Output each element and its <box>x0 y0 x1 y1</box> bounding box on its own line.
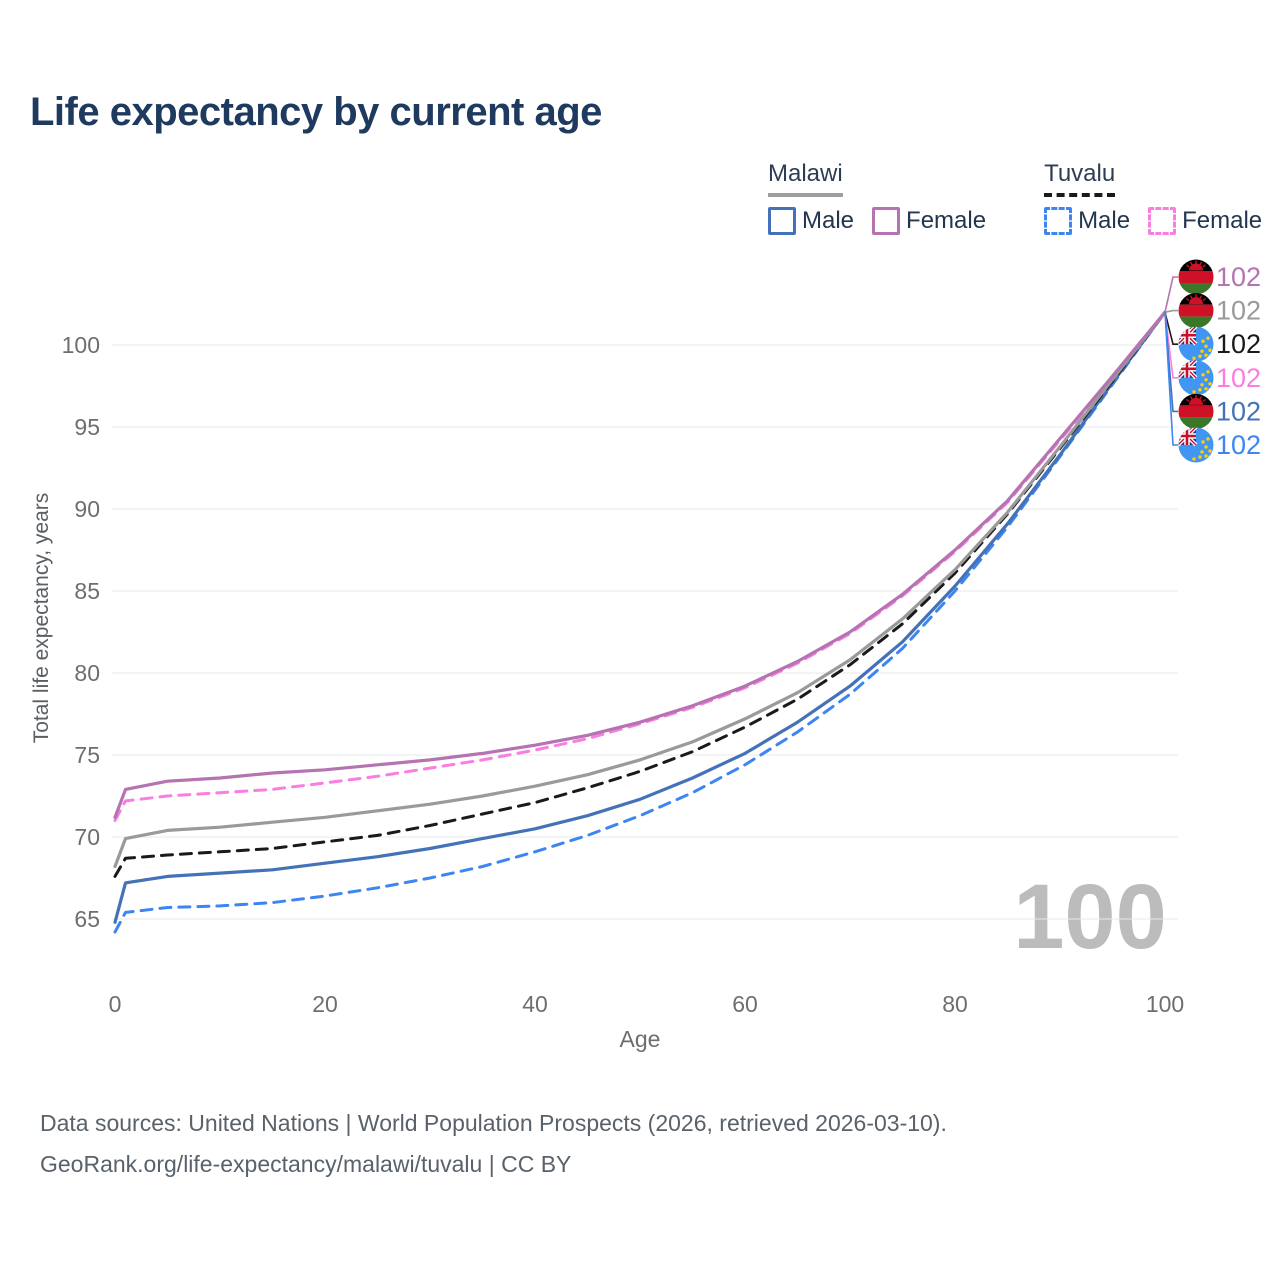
legend-item-malawi-female[interactable]: Female <box>872 207 986 235</box>
legend-item-label: Male <box>1078 207 1131 234</box>
end-value-tuvalu-both: 102 <box>1216 329 1261 359</box>
malawi-male-swatch-icon <box>768 207 796 235</box>
legend-group-malawi: Malawi Male Female <box>768 160 986 235</box>
line-tuvalu-female <box>113 310 1167 823</box>
legend-item-tuvalu-female[interactable]: Female <box>1148 207 1262 235</box>
x-tick-80: 80 <box>942 991 968 1017</box>
x-tick-100: 100 <box>1146 991 1184 1017</box>
line-chart: 65 70 75 80 85 90 95 100 0 20 40 60 80 100 Age Total li… <box>30 0 1261 1052</box>
line-malawi-both <box>113 310 1167 869</box>
malawi-flag-icon <box>1178 293 1214 329</box>
legend-item-malawi-male[interactable]: Male <box>768 207 854 235</box>
legend-item-label: Female <box>906 207 987 234</box>
tuvalu-flag-icon <box>1178 427 1214 463</box>
x-tick-40: 40 <box>522 991 548 1017</box>
x-tick-20: 20 <box>312 991 338 1017</box>
legend-item-tuvalu-male[interactable]: Male <box>1044 207 1130 235</box>
malawi-female-swatch-icon <box>872 207 901 235</box>
legend-item-label: Female <box>1182 207 1263 234</box>
legend: Malawi Male Female Tuvalu Male <box>768 160 1262 235</box>
malawi-flag-icon <box>1178 393 1214 429</box>
page-title: Life expectancy by current age <box>30 90 602 134</box>
line-tuvalu-male <box>113 310 1167 934</box>
leader-line-tuvalu-both <box>1164 312 1178 346</box>
end-value-malawi-male: 102 <box>1216 396 1261 426</box>
y-tick-80: 80 <box>74 660 100 686</box>
tuvalu-flag-icon <box>1178 326 1214 362</box>
leader-line-tuvalu-female <box>1164 312 1178 379</box>
tuvalu-flag-icon <box>1178 360 1214 396</box>
y-tick-85: 85 <box>74 578 100 604</box>
legend-country-tuvalu: Tuvalu <box>1044 160 1116 197</box>
y-tick-75: 75 <box>74 742 100 768</box>
y-tick-90: 90 <box>74 496 100 522</box>
x-tick-0: 0 <box>109 991 122 1017</box>
y-tick-95: 95 <box>74 414 100 440</box>
legend-item-label: Male <box>802 207 855 234</box>
leader-line-tuvalu-male <box>1164 312 1178 446</box>
legend-country-malawi: Malawi <box>768 160 843 197</box>
plot-area: 65 70 75 80 85 90 95 100 0 20 40 60 80 100 Age Total li… <box>30 259 1261 1052</box>
y-tick-65: 65 <box>74 906 100 932</box>
y-axis-title: Total life expectancy, years <box>30 493 53 744</box>
tuvalu-male-swatch-icon <box>1044 207 1073 235</box>
leader-line-malawi-female <box>1164 276 1178 313</box>
malawi-flag-icon <box>1178 259 1214 295</box>
footer-attribution: GeoRank.org/life-expectancy/malawi/tuval… <box>40 1151 572 1177</box>
x-axis-title: Age <box>620 1026 661 1052</box>
y-tick-100: 100 <box>62 332 100 358</box>
footer: Data sources: United Nations | World Pop… <box>40 1103 947 1185</box>
tuvalu-female-swatch-icon <box>1148 207 1177 235</box>
current-age-watermark: 100 <box>1013 866 1167 968</box>
legend-group-tuvalu: Tuvalu Male Female <box>1044 160 1262 235</box>
line-malawi-male <box>113 310 1167 924</box>
end-value-malawi-female: 102 <box>1216 262 1261 292</box>
line-malawi-female <box>113 310 1167 819</box>
footer-data-sources: Data sources: United Nations | World Pop… <box>40 1110 947 1136</box>
line-tuvalu-both <box>113 310 1167 878</box>
y-tick-70: 70 <box>74 824 100 850</box>
end-value-tuvalu-male: 102 <box>1216 430 1261 460</box>
end-value-tuvalu-female: 102 <box>1216 363 1261 393</box>
x-tick-60: 60 <box>732 991 758 1017</box>
leader-line-malawi-both <box>1164 309 1178 313</box>
end-value-malawi-both: 102 <box>1216 296 1261 326</box>
